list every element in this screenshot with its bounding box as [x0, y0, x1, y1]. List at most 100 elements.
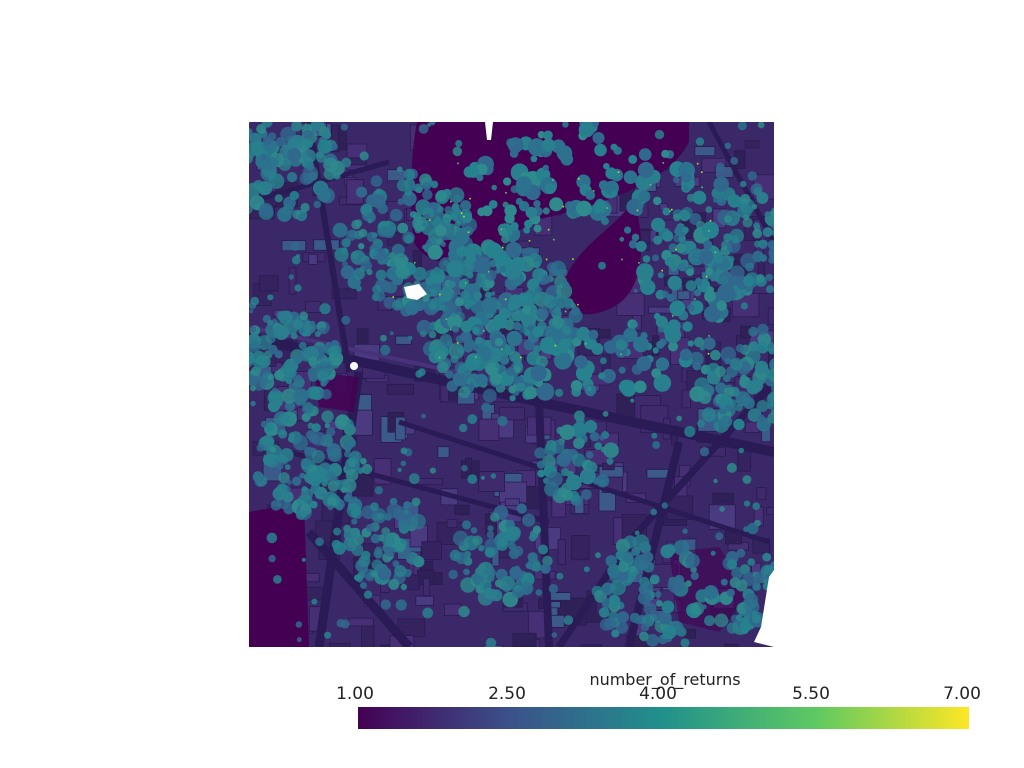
- tree-point: [420, 330, 427, 337]
- tree-point: [735, 614, 743, 621]
- speckle-point: [502, 246, 504, 249]
- tree-point: [685, 553, 700, 569]
- tree-point: [692, 190, 707, 205]
- speckle-point: [585, 342, 587, 345]
- tree-point: [472, 535, 483, 546]
- tree-point: [556, 572, 564, 580]
- building-block: [348, 617, 374, 627]
- tree-point: [527, 552, 538, 563]
- tree-point: [698, 390, 712, 404]
- tree-point: [489, 259, 498, 268]
- tree-point: [495, 268, 501, 274]
- tree-point: [605, 167, 618, 180]
- tree-point: [768, 348, 774, 355]
- tree-point: [518, 292, 530, 304]
- tree-point: [662, 207, 671, 216]
- tree-point: [291, 122, 303, 132]
- tree-point: [278, 429, 288, 439]
- tree-point: [487, 568, 496, 577]
- speckle-point: [449, 328, 452, 331]
- tree-point: [740, 302, 748, 310]
- tree-point: [641, 551, 654, 564]
- tree-point: [537, 131, 546, 139]
- point-cloud-render[interactable]: [249, 122, 774, 647]
- tree-point: [262, 453, 275, 466]
- tree-point: [416, 319, 432, 335]
- speckle-point: [469, 197, 471, 200]
- tree-point: [341, 157, 352, 168]
- tree-point: [496, 539, 508, 551]
- building-block: [571, 535, 590, 561]
- tree-point: [757, 414, 766, 422]
- tree-point: [551, 632, 558, 638]
- tree-point: [249, 133, 255, 141]
- tree-point: [460, 200, 472, 212]
- tree-point: [315, 537, 324, 547]
- tree-point: [757, 323, 769, 335]
- tree-point: [295, 621, 303, 628]
- tree-point: [277, 207, 292, 222]
- tree-point: [302, 165, 319, 182]
- tree-point: [452, 146, 463, 157]
- tree-point: [771, 380, 774, 394]
- tree-point: [618, 379, 633, 394]
- tree-point: [490, 473, 497, 479]
- speckle-point: [464, 282, 467, 284]
- tree-point: [300, 488, 313, 501]
- tree-point: [319, 327, 326, 334]
- tree-point: [450, 212, 458, 220]
- building-block: [694, 146, 716, 157]
- tree-point: [299, 311, 309, 321]
- tree-point: [533, 224, 542, 233]
- tree-point: [532, 525, 542, 534]
- tree-point: [297, 213, 305, 221]
- tree-point: [310, 500, 318, 509]
- tree-point: [350, 250, 366, 265]
- tree-point: [253, 180, 264, 191]
- tree-point: [762, 227, 773, 238]
- tree-point: [658, 611, 672, 625]
- tree-point: [458, 386, 471, 399]
- tree-point: [686, 268, 694, 277]
- tree-point: [326, 471, 337, 481]
- tree-point: [550, 260, 566, 276]
- tree-point: [275, 137, 286, 147]
- tree-point: [299, 472, 306, 479]
- tree-point: [598, 607, 610, 618]
- tree-point: [250, 369, 256, 375]
- tree-point: [303, 129, 313, 139]
- tree-point: [304, 139, 313, 149]
- tree-point: [684, 426, 696, 438]
- tree-point: [572, 337, 582, 347]
- tree-point: [664, 544, 676, 556]
- tree-point: [487, 525, 494, 532]
- tree-point: [540, 563, 551, 574]
- tree-point: [551, 345, 562, 356]
- tree-point: [499, 355, 510, 365]
- tree-point: [327, 504, 334, 511]
- tree-point: [467, 474, 478, 484]
- tree-point: [302, 402, 314, 414]
- tree-point: [713, 176, 729, 192]
- tree-point: [316, 187, 331, 202]
- tree-point: [702, 337, 716, 350]
- tree-point: [631, 233, 640, 242]
- tree-point: [533, 380, 538, 385]
- tree-point: [615, 538, 630, 553]
- tree-point: [522, 513, 536, 527]
- tree-point: [307, 470, 323, 487]
- tree-point: [457, 372, 466, 382]
- tree-point: [382, 225, 396, 239]
- tree-point: [326, 427, 336, 437]
- tree-point: [767, 368, 774, 382]
- tree-point: [422, 607, 434, 619]
- tree-point: [249, 309, 254, 314]
- tree-point: [637, 161, 655, 179]
- tree-point: [568, 309, 583, 323]
- tree-point: [523, 226, 531, 234]
- tree-point: [603, 162, 610, 170]
- tree-point: [637, 591, 652, 605]
- tree-point: [284, 464, 291, 470]
- tree-point: [638, 148, 652, 161]
- tree-point: [360, 582, 367, 589]
